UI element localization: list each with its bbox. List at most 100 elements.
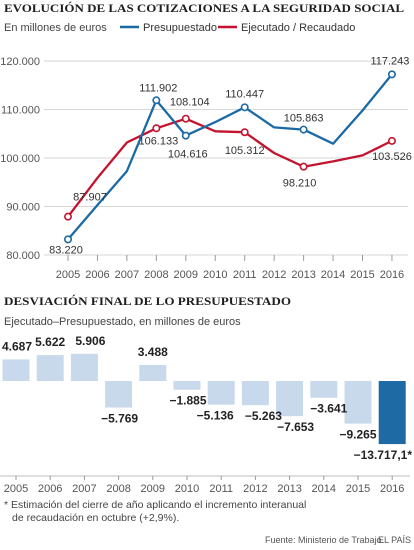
series-line-presupuestado xyxy=(67,73,393,241)
chart1-x-tick-label: 2016 xyxy=(380,269,404,281)
chart1-data-labels: 83.220 111.902 104.616 110.447 105.863 117.24… xyxy=(49,55,412,256)
chart1-x-tick-label: 2007 xyxy=(115,269,139,281)
chart2-x-axis: 2005 2006 2007 2008 2009 2010 2011 2012 2013 2014… xyxy=(0,475,410,495)
bar xyxy=(2,359,30,381)
bar-label: 5.622 xyxy=(35,335,65,349)
series-line-ejecutado xyxy=(67,117,393,218)
chart2-x-tick-label: 2014 xyxy=(312,483,336,495)
data-label: 108.104 xyxy=(170,97,210,109)
bar xyxy=(70,353,98,381)
chart1-x-tick-label: 2008 xyxy=(144,269,168,281)
data-point-marker xyxy=(152,96,161,105)
chart1-markers xyxy=(64,70,396,244)
data-label: 98.210 xyxy=(283,178,317,190)
bar-label: −9.265 xyxy=(339,428,376,442)
data-label: 105.863 xyxy=(284,113,324,125)
data-label: 103.526 xyxy=(372,151,412,163)
bar-label: −5.136 xyxy=(197,409,234,423)
data-label: 87.907 xyxy=(73,192,107,204)
data-point-marker xyxy=(240,103,249,112)
bar-label: −7.653 xyxy=(277,420,314,434)
data-point-marker xyxy=(387,70,396,79)
chart2-title: DESVIACIÓN FINAL DE LO PRESUPUESTADO xyxy=(4,294,291,308)
bar xyxy=(36,355,64,381)
bar-label: 5.906 xyxy=(75,334,105,348)
chart2-bar-labels: 4.687 5.622 5.906 −5.769 3.488 −1.885−5.136 −5… xyxy=(2,334,412,462)
bar xyxy=(207,381,235,405)
chart1-legend: Presupuestado Ejecutado / Recaudado xyxy=(120,22,355,34)
chart1-y-tick-label: 90.000 xyxy=(6,202,40,214)
data-point-marker xyxy=(64,212,73,221)
chart2-x-tick-label: 2009 xyxy=(141,483,165,495)
chart2-x-tick-label: 2007 xyxy=(72,483,96,495)
chart1-x-tick-label: 2009 xyxy=(174,269,198,281)
data-point-marker xyxy=(152,124,161,133)
chart1-title: EVOLUCIÓN DE LAS COTIZACIONES A LA SEGUR… xyxy=(4,1,404,15)
bar xyxy=(378,381,406,445)
data-point-marker xyxy=(299,125,308,134)
data-point-marker xyxy=(299,162,308,171)
chart2-x-tick-label: 2015 xyxy=(346,483,370,495)
footnote-line-2: de recaudación en octubre (+2,9%). xyxy=(12,512,179,524)
chart1-x-tick-label: 2014 xyxy=(321,269,345,281)
bar-label: −5.263 xyxy=(245,409,282,423)
data-label: 110.447 xyxy=(225,88,264,100)
chart2-x-tick-label: 2012 xyxy=(243,483,267,495)
data-point-marker xyxy=(181,114,190,123)
data-point-marker xyxy=(240,128,249,137)
chart1-x-axis: 2005 2006 2007 2008 2009 2010 2011 2012 2013 2014… xyxy=(56,255,404,281)
data-label: 104.616 xyxy=(168,149,208,161)
chart1-subtitle: En millones de euros xyxy=(4,22,107,34)
brand-logo-text: EL PAÍS xyxy=(378,535,411,545)
data-label: 117.243 xyxy=(370,55,409,67)
chart1-gridlines xyxy=(44,60,408,256)
chart1-x-tick-label: 2013 xyxy=(291,269,315,281)
chart1-y-tick-label: 120.000 xyxy=(0,56,40,68)
chart1-x-tick-label: 2012 xyxy=(262,269,286,281)
data-label: 83.220 xyxy=(49,244,83,256)
data-label: 106.133 xyxy=(138,135,178,147)
chart2-x-tick-label: 2005 xyxy=(4,483,28,495)
legend-ejecutado-label: Ejecutado / Recaudado xyxy=(241,22,355,34)
chart1-x-tick-label: 2015 xyxy=(350,269,374,281)
data-label: 111.902 xyxy=(139,82,177,94)
chart2-x-tick-label: 2008 xyxy=(106,483,130,495)
bar xyxy=(173,381,201,390)
chart1-y-tick-label: 100.000 xyxy=(0,153,40,165)
chart2-x-tick-label: 2013 xyxy=(277,483,301,495)
data-point-marker xyxy=(64,235,73,244)
bar xyxy=(344,381,372,424)
chart1-series xyxy=(67,73,393,241)
bar xyxy=(105,381,133,408)
chart2-subtitle: Ejecutado–Presupuestado, en millones de … xyxy=(4,316,241,328)
chart2-x-tick-label: 2011 xyxy=(209,483,233,495)
bar-label: −5.769 xyxy=(101,412,138,426)
chart2-x-tick-label: 2006 xyxy=(38,483,62,495)
bar xyxy=(276,381,304,417)
bar-label: −1.885 xyxy=(169,394,206,408)
chart1-x-tick-label: 2010 xyxy=(203,269,227,281)
bar xyxy=(241,381,269,406)
footnote-line-1: * Estimación del cierre de año aplicando… xyxy=(4,499,306,511)
chart1-x-tick-label: 2005 xyxy=(56,269,80,281)
data-point-marker xyxy=(181,131,190,140)
bar xyxy=(310,381,338,398)
data-label: 105.312 xyxy=(225,145,265,157)
bar xyxy=(139,364,167,381)
legend-presupuestado-label: Presupuestado xyxy=(143,22,217,34)
chart1-y-axis: 80.000 90.000 100.000 110.000 120.000 xyxy=(0,56,40,262)
chart2-x-tick-label: 2010 xyxy=(175,483,199,495)
bar-label: 3.488 xyxy=(138,345,168,359)
bar-label: −3.641 xyxy=(310,402,347,416)
bar-label: 4.687 xyxy=(2,339,32,353)
chart1-x-tick-label: 2011 xyxy=(233,269,257,281)
source-credit: Fuente: Ministerio de Trabajo. xyxy=(265,535,384,545)
chart1-y-tick-label: 80.000 xyxy=(6,250,40,262)
chart1-x-tick-label: 2006 xyxy=(85,269,109,281)
chart2-x-tick-label: 2016 xyxy=(380,483,404,495)
chart2-bars xyxy=(2,353,406,445)
bar-label: −13.717,1* xyxy=(354,448,413,462)
data-point-marker xyxy=(387,136,396,145)
chart1-y-tick-label: 110.000 xyxy=(1,105,40,117)
